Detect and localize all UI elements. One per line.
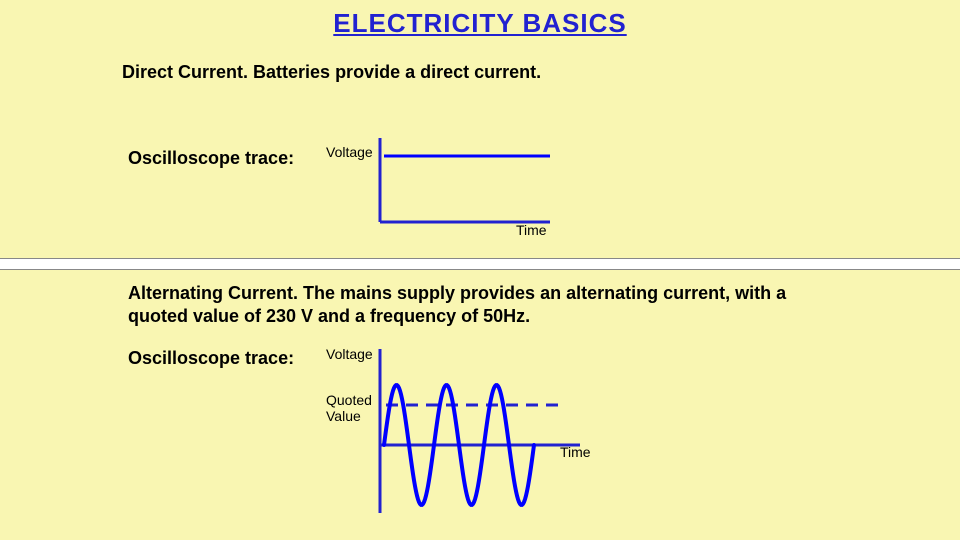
ac-chart: [0, 0, 960, 540]
